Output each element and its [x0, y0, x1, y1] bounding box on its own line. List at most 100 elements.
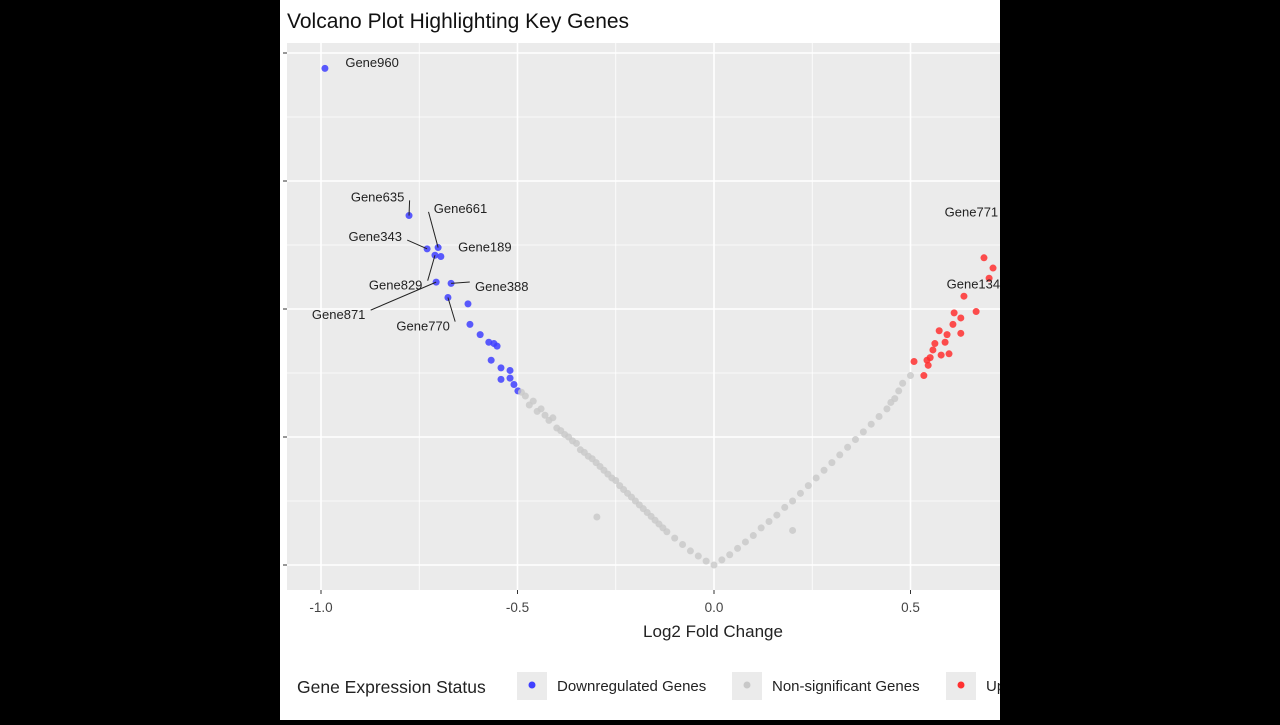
point-nonsignificant	[726, 551, 734, 559]
point-nonsignificant	[781, 503, 789, 511]
point-upregulated	[926, 354, 934, 362]
point-nonsignificant	[671, 534, 679, 542]
point-upregulated	[920, 372, 928, 380]
point-upregulated	[1005, 274, 1012, 281]
point-upregulated	[957, 329, 965, 337]
point-nonsignificant	[859, 428, 867, 436]
x-axis-label: Log2 Fold Change	[643, 622, 783, 641]
point-upregulated	[989, 264, 997, 272]
point-downregulated	[493, 342, 501, 350]
point-nonsignificant	[828, 459, 836, 467]
point-nonsignificant	[537, 405, 545, 413]
point-nonsignificant	[521, 392, 529, 400]
annotation-leader-line	[408, 200, 411, 216]
annotation-label: Gene134	[947, 276, 1001, 291]
point-downregulated	[487, 356, 495, 364]
legend: Gene Expression Status Downregulated Gen…	[297, 672, 1116, 700]
x-tick-label: 0.5	[901, 600, 920, 615]
point-upregulated	[949, 320, 957, 328]
point-downregulated	[431, 251, 439, 259]
point-upregulated	[985, 274, 993, 282]
point-downregulated	[510, 381, 518, 389]
point-nonsignificant	[541, 411, 549, 419]
point-downregulated	[506, 366, 514, 374]
legend-marker-upregulated	[957, 681, 965, 689]
point-nonsignificant	[702, 557, 710, 565]
legend-label-nonsignificant: Non-significant Genes	[772, 678, 920, 695]
point-nonsignificant	[812, 474, 820, 482]
point-nonsignificant	[679, 541, 687, 549]
point-nonsignificant	[820, 466, 828, 474]
annotation-leader-line	[447, 297, 456, 322]
point-downregulated	[476, 331, 484, 339]
point-upregulated	[943, 331, 951, 339]
point-downregulated	[464, 300, 472, 308]
point-nonsignificant	[867, 420, 875, 428]
point-nonsignificant	[907, 372, 914, 380]
chart-title: Volcano Plot Highlighting Key Genes	[287, 10, 629, 33]
x-tick-label: -0.5	[506, 600, 529, 615]
point-nonsignificant	[891, 395, 899, 403]
point-nonsignificant	[718, 556, 726, 564]
point-nonsignificant	[875, 413, 883, 421]
point-upregulated	[980, 254, 988, 262]
legend-marker-nonsignificant	[743, 681, 751, 689]
point-upregulated	[935, 327, 943, 335]
annotation-label: Gene960	[345, 55, 399, 70]
point-downregulated	[497, 364, 505, 372]
point-nonsignificant	[851, 436, 859, 444]
annotation-leader-line	[1003, 216, 1004, 229]
annotation-label: Gene388	[475, 279, 529, 294]
point-nonsignificant	[710, 561, 718, 569]
point-nonsignificant	[549, 414, 557, 422]
annotation-label: Gene635	[351, 189, 405, 204]
point-nonsignificant	[895, 387, 903, 395]
point-nonsignificant	[529, 397, 537, 405]
point-upregulated	[945, 350, 953, 358]
point-nonsignificant	[836, 451, 844, 459]
point-nonsignificant	[883, 405, 891, 413]
annotation-label: Gene661	[434, 201, 488, 216]
annotation-label: Gene343	[348, 229, 402, 244]
point-upregulated	[910, 357, 918, 365]
x-tick-label: -1.0	[309, 600, 332, 615]
point-nonsignificant	[612, 477, 620, 485]
annotation-leader-line	[1005, 277, 1008, 279]
point-nonsignificant	[663, 528, 671, 536]
point-nonsignificant	[694, 552, 702, 560]
annotation-label: Gene829	[369, 278, 423, 293]
point-nonsignificant	[593, 513, 601, 521]
point-upregulated	[941, 338, 949, 346]
point-upregulated	[950, 309, 958, 317]
legend-title: Gene Expression Status	[297, 677, 486, 697]
point-upregulated	[929, 346, 937, 354]
point-nonsignificant	[572, 439, 580, 447]
point-downregulated	[321, 64, 329, 72]
point-nonsignificant	[844, 443, 852, 451]
point-nonsignificant	[789, 526, 797, 534]
point-upregulated	[1001, 225, 1008, 232]
point-nonsignificant	[899, 379, 907, 387]
point-downregulated	[466, 320, 474, 328]
annotation-label: Gene771	[945, 205, 999, 220]
x-tick-label: 0.0	[705, 600, 724, 615]
point-upregulated	[972, 308, 980, 316]
annotation-label: Gene189	[458, 239, 512, 254]
legend-label-upregulated: Upregulated Genes	[986, 678, 1116, 695]
point-downregulated	[497, 375, 505, 383]
point-downregulated	[506, 374, 514, 382]
point-upregulated	[931, 340, 939, 348]
point-nonsignificant	[773, 511, 781, 519]
point-upregulated	[937, 351, 945, 359]
point-nonsignificant	[804, 482, 812, 490]
point-downregulated	[437, 253, 445, 261]
point-nonsignificant	[686, 547, 694, 555]
point-upregulated	[924, 361, 932, 369]
point-nonsignificant	[789, 497, 797, 505]
annotation-leader-line	[370, 281, 437, 311]
point-nonsignificant	[734, 544, 742, 552]
annotation-leader-line	[428, 211, 439, 248]
annotation-label: Gene871	[312, 307, 366, 322]
legend-label-downregulated: Downregulated Genes	[557, 678, 706, 695]
